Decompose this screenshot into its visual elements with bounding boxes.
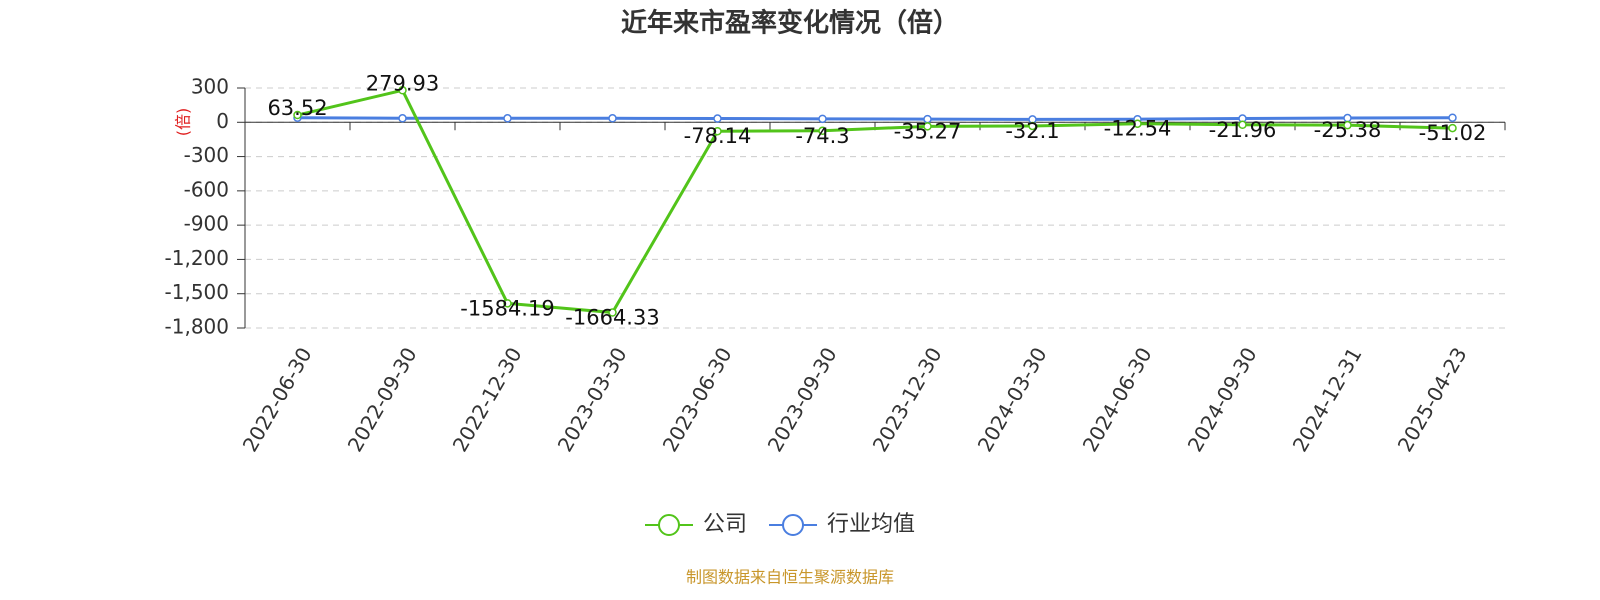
point <box>923 122 932 131</box>
point <box>1448 113 1457 122</box>
y-tick-label: -1,500 <box>165 280 229 304</box>
y-tick-label: 0 <box>216 109 229 133</box>
legend-marker <box>658 514 680 536</box>
data-label: -35.27 <box>894 119 962 143</box>
point <box>818 114 827 124</box>
x-tick-label: 2024-03-30 <box>973 343 1052 456</box>
source-note: 制图数据来自恒生聚源数据库 <box>686 568 894 587</box>
y-tick-label: -300 <box>184 143 229 167</box>
point <box>503 299 512 308</box>
data-label: -1584.19 <box>460 296 554 320</box>
data-label: -74.3 <box>795 124 849 148</box>
series-line <box>297 116 1453 121</box>
data-label: -12.54 <box>1104 117 1172 141</box>
point <box>608 308 617 317</box>
chart-title: 近年来市盈率变化情况（倍） <box>621 8 959 39</box>
data-label: -1664.33 <box>565 305 659 329</box>
x-tick-label: 2022-09-30 <box>343 343 422 456</box>
x-tick-label: 2023-09-30 <box>763 343 842 456</box>
y-tick-label: -1,200 <box>165 246 229 270</box>
x-tick-label: 2023-03-30 <box>553 343 632 456</box>
legend-label: 行业均值 <box>827 512 915 537</box>
y-tick-label: -1,800 <box>165 315 229 339</box>
data-label: -25.38 <box>1314 118 1382 142</box>
point <box>1133 119 1142 128</box>
data-label: -32.1 <box>1005 119 1059 143</box>
y-tick-label: -900 <box>184 212 229 236</box>
x-tick-label: 2024-12-31 <box>1288 343 1367 456</box>
y-axis-label: (倍) <box>174 108 193 137</box>
data-label: -51.02 <box>1419 121 1487 145</box>
point <box>713 114 722 123</box>
point <box>1028 121 1037 131</box>
data-label: 63.52 <box>267 96 327 120</box>
x-tick-label: 2022-06-30 <box>238 343 317 456</box>
point <box>293 110 302 120</box>
point <box>503 114 512 123</box>
x-tick-label: 2023-06-30 <box>658 343 737 456</box>
x-tick-label: 2022-12-30 <box>448 343 527 456</box>
series-line <box>297 88 1453 315</box>
y-tick-label: 300 <box>191 75 229 99</box>
data-label: 279.93 <box>366 71 439 95</box>
point <box>608 114 617 123</box>
point <box>398 114 407 123</box>
legend-marker <box>782 514 805 536</box>
point <box>818 126 827 136</box>
x-tick-label: 2023-12-30 <box>868 343 947 456</box>
point <box>713 126 722 136</box>
x-tick-label: 2024-06-30 <box>1078 343 1157 456</box>
point <box>1448 123 1457 133</box>
x-tick-label: 2025-04-23 <box>1393 343 1472 456</box>
data-label: -21.96 <box>1209 118 1277 142</box>
point <box>398 86 407 95</box>
legend-label: 公司 <box>703 512 747 537</box>
point <box>1343 120 1352 130</box>
point <box>1238 120 1247 130</box>
y-tick-label: -600 <box>184 177 229 201</box>
x-tick-label: 2024-09-30 <box>1183 343 1262 456</box>
data-label: -78.14 <box>684 124 752 148</box>
